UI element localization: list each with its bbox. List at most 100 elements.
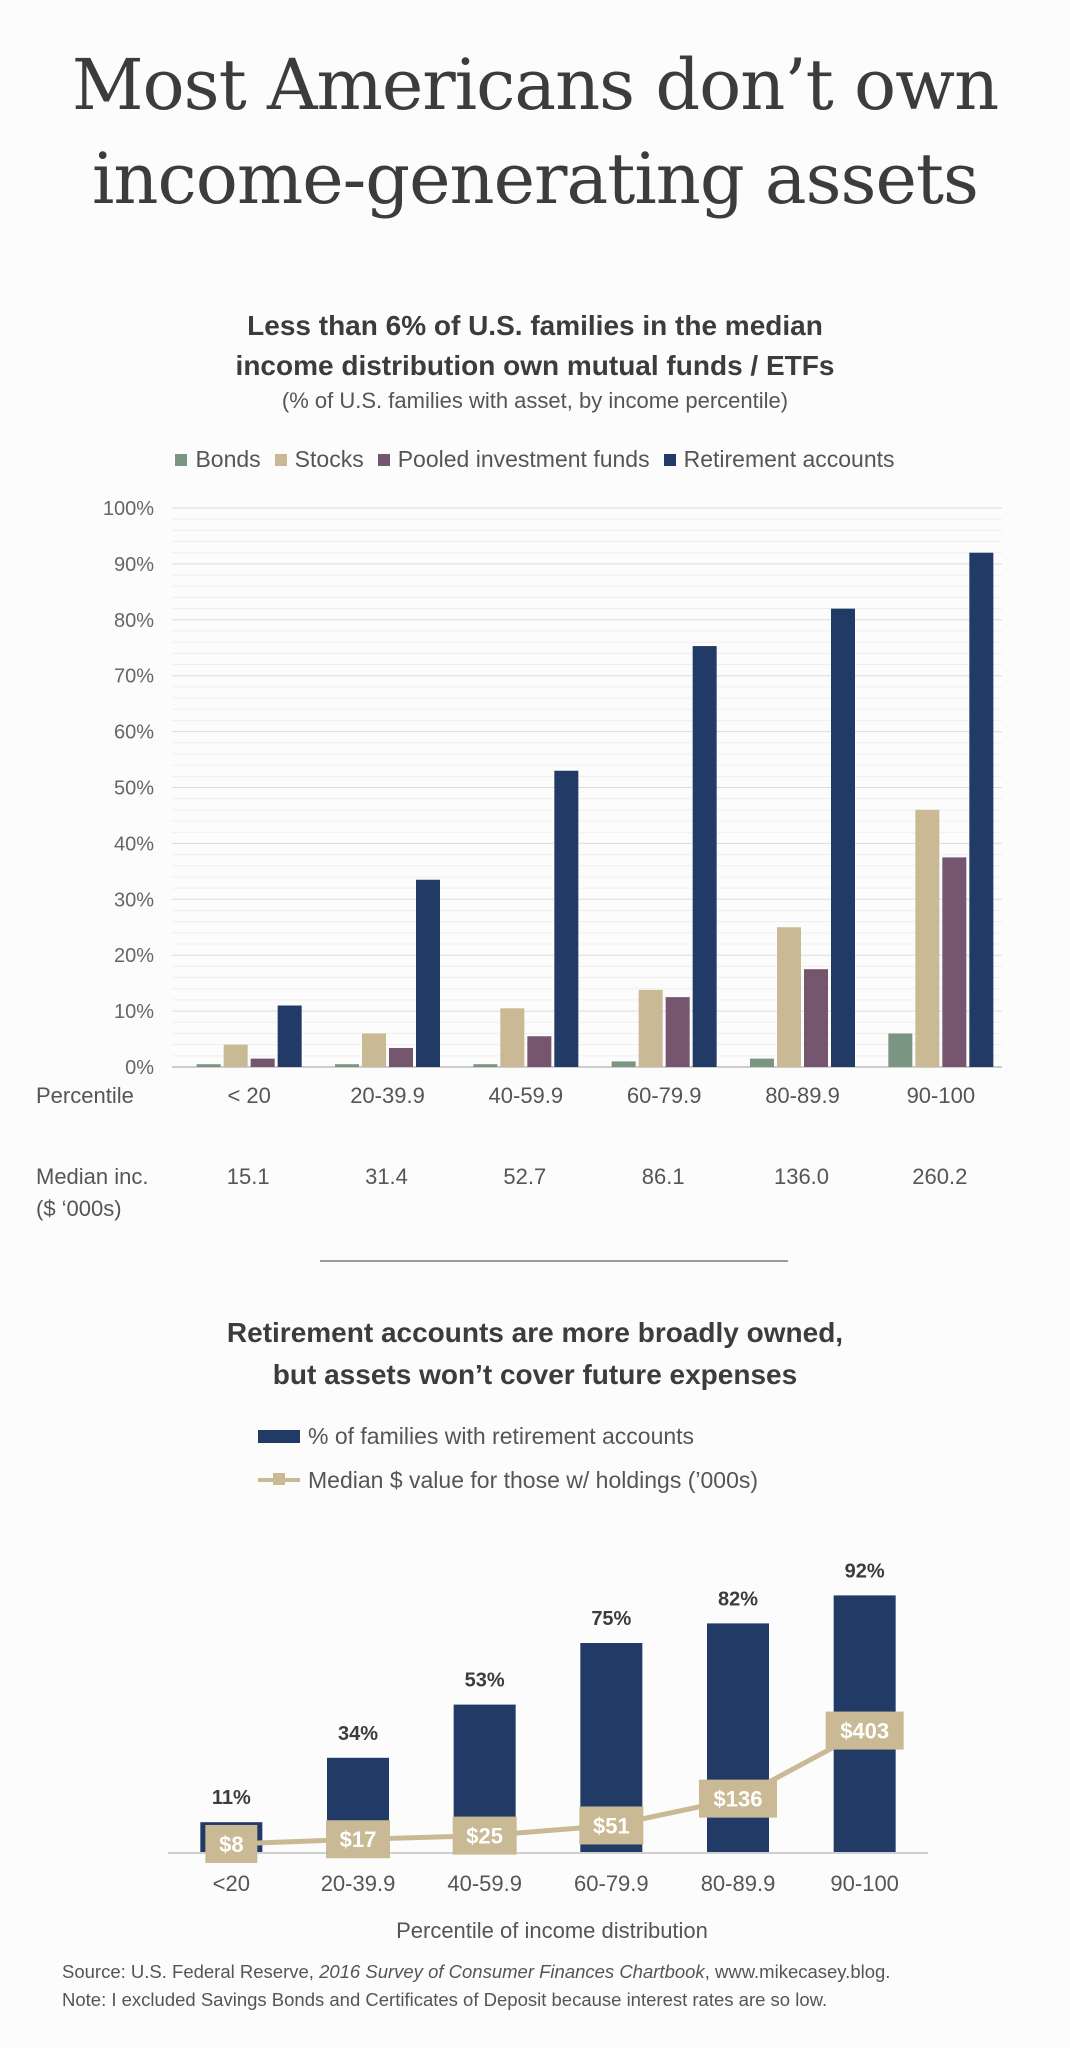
source-prefix: Source: U.S. Federal Reserve,	[62, 1961, 320, 1982]
median-income-value: 15.1	[227, 1164, 270, 1189]
bar-pooled-investment-funds	[804, 969, 828, 1067]
bar-bonds	[750, 1058, 774, 1067]
line-value-label: $25	[466, 1824, 503, 1849]
bar-value-label: 11%	[212, 1787, 251, 1809]
legend-swatch	[274, 453, 287, 466]
legend-item-3: Retirement accounts	[663, 446, 895, 473]
y-tick-label: 10%	[114, 1001, 154, 1023]
line-value-label: $403	[840, 1719, 889, 1744]
y-tick-label: 50%	[114, 778, 154, 800]
y-tick-label: 40%	[114, 833, 154, 855]
bar-stocks	[500, 1008, 525, 1067]
bar-value-label: 53%	[465, 1670, 505, 1692]
legend-item-2: Pooled investment funds	[377, 446, 650, 473]
x-tick-label: 20-39.9	[350, 1083, 425, 1108]
legend-label: Retirement accounts	[683, 446, 895, 472]
median-income-row-unit: ($ ‘000s)	[36, 1196, 122, 1221]
line-value-label: $51	[593, 1813, 630, 1838]
y-tick-label: 90%	[114, 554, 154, 576]
y-tick-label: 30%	[114, 889, 154, 911]
legend-bar-swatch	[258, 1429, 300, 1443]
bar-stocks	[915, 809, 940, 1067]
bar-stocks	[223, 1044, 248, 1067]
x-tick-label: 80-89.9	[765, 1083, 840, 1108]
median-income-value: 260.2	[912, 1164, 967, 1189]
bar-stocks	[362, 1033, 386, 1067]
legend-swatch	[175, 453, 188, 466]
bar-value-label: 82%	[718, 1588, 758, 1610]
bar-retirement-accounts	[416, 879, 440, 1067]
bar-value-label: 34%	[338, 1723, 378, 1745]
y-tick-label: 60%	[114, 722, 154, 744]
y-tick-label: 20%	[114, 945, 154, 967]
bar-pooled-investment-funds	[389, 1047, 413, 1067]
source-title: 2016 Survey of Consumer Finances Chartbo…	[319, 1961, 705, 1982]
median-income-row-label: Median inc.	[36, 1164, 149, 1189]
chart2-legend: % of families with retirement accounts M…	[258, 1414, 758, 1502]
bar-retirement-accounts	[554, 770, 579, 1067]
x-tick-label: 60-79.9	[574, 1871, 649, 1896]
legend-label: Stocks	[294, 446, 364, 472]
x-tick-label: <20	[213, 1871, 250, 1896]
x-tick-label: 80-89.9	[701, 1871, 776, 1896]
bar-value-label: 92%	[845, 1560, 885, 1582]
chart2-title-line2: but assets won’t cover future expenses	[272, 1359, 798, 1390]
y-tick-label: 0%	[125, 1057, 154, 1079]
bar-bonds	[473, 1064, 498, 1067]
legend-swatch	[663, 453, 676, 466]
x-axis-title: Percentile	[36, 1083, 134, 1108]
chart2-plot: 11% <20 34% 20-39.9 53% 40-59.9 75% 60-79.9 82% 8…	[168, 1560, 928, 1943]
legend-label: Pooled investment funds	[397, 446, 650, 472]
x-tick-label: < 20	[227, 1083, 270, 1108]
source-line: Source: U.S. Federal Reserve, 2016 Surve…	[62, 1958, 1062, 1986]
legend-bar-label: % of families with retirement accounts	[308, 1422, 695, 1449]
page-title-line1: Most Americans don’t own	[71, 44, 999, 126]
retirement-bar	[707, 1623, 769, 1853]
source-suffix: , www.mikecasey.blog.	[704, 1961, 891, 1982]
legend-item-0: Bonds	[175, 446, 261, 473]
line-point-marker	[205, 1824, 258, 1863]
chart1-legend: Bonds Stocks Pooled investment funds Retire…	[0, 446, 1070, 473]
legend-line-swatch	[258, 1473, 300, 1485]
median-income-value: 52.7	[503, 1164, 546, 1189]
legend-line-label: Median $ value for those w/ holdings (’0…	[308, 1466, 759, 1493]
x-tick-label: 40-59.9	[489, 1083, 564, 1108]
bar-bonds	[335, 1064, 359, 1067]
page-title-line2: income-generating assets	[92, 138, 979, 220]
page-title: Most Americans don’t own income-generati…	[0, 38, 1070, 226]
footnote: Source: U.S. Federal Reserve, 2016 Surve…	[62, 1958, 1062, 2014]
bar-retirement-accounts	[692, 646, 717, 1067]
bar-pooled-investment-funds	[250, 1058, 275, 1067]
line-point-marker	[452, 1816, 517, 1855]
bar-retirement-accounts	[831, 608, 855, 1067]
bar-retirement-accounts	[969, 552, 994, 1067]
bar-bonds	[888, 1033, 913, 1067]
chart2-title-line1: Retirement accounts are more broadly own…	[226, 1317, 844, 1348]
bar-pooled-investment-funds	[665, 997, 690, 1067]
chart1-plot: 0% 10% 20% 30% 40% 50% 60% 70% 80% 90% 100% < 20 15.…	[36, 498, 1002, 1221]
chart1-title: Less than 6% of U.S. families in the med…	[0, 306, 1070, 386]
line-point-marker	[825, 1711, 904, 1750]
y-tick-label: 70%	[114, 666, 154, 688]
note-line: Note: I excluded Savings Bonds and Certi…	[62, 1989, 828, 2010]
median-income-value: 31.4	[365, 1164, 408, 1189]
y-tick-label: 100%	[103, 498, 154, 520]
chart1-title-line2: income distribution own mutual funds / E…	[235, 350, 835, 381]
bar-bonds	[196, 1064, 221, 1067]
line-value-label: $8	[219, 1832, 243, 1857]
bar-stocks	[777, 927, 801, 1067]
x-tick-label: 90-100	[907, 1083, 976, 1108]
bar-pooled-investment-funds	[942, 857, 967, 1067]
x-tick-label: 20-39.9	[321, 1871, 396, 1896]
line-value-label: $136	[714, 1787, 763, 1812]
bar-bonds	[611, 1061, 636, 1067]
bar-pooled-investment-funds	[527, 1036, 552, 1067]
bar-value-label: 75%	[591, 1608, 631, 1630]
line-point-marker	[326, 1820, 390, 1859]
bar-stocks	[638, 989, 663, 1067]
median-income-value: 86.1	[642, 1164, 685, 1189]
x-tick-label: 90-100	[830, 1871, 899, 1896]
chart2-legend-line-item: Median $ value for those w/ holdings (’0…	[258, 1458, 758, 1502]
chart1-title-line1: Less than 6% of U.S. families in the med…	[247, 310, 823, 341]
x-tick-label: 60-79.9	[627, 1083, 702, 1108]
